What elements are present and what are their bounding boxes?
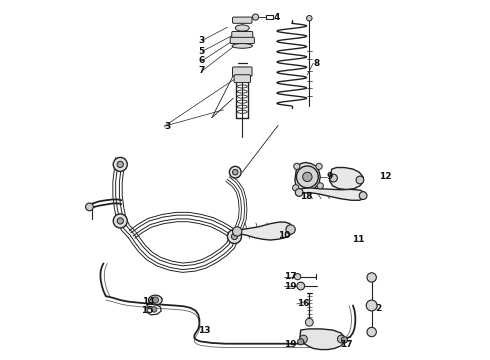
- Polygon shape: [235, 222, 293, 240]
- Text: 14: 14: [142, 297, 154, 306]
- Circle shape: [113, 157, 127, 171]
- Text: 6: 6: [198, 56, 204, 65]
- Circle shape: [367, 327, 376, 337]
- Text: 8: 8: [313, 59, 319, 68]
- Text: 18: 18: [299, 192, 312, 201]
- FancyBboxPatch shape: [230, 37, 254, 44]
- Circle shape: [86, 203, 94, 211]
- Text: 12: 12: [379, 172, 392, 181]
- Circle shape: [307, 15, 312, 21]
- Circle shape: [367, 273, 376, 282]
- Circle shape: [338, 335, 345, 343]
- Text: 15: 15: [141, 306, 153, 315]
- Circle shape: [117, 161, 123, 167]
- Circle shape: [151, 307, 157, 312]
- Text: 5: 5: [198, 47, 204, 56]
- Text: 2: 2: [375, 304, 381, 313]
- Polygon shape: [295, 162, 320, 192]
- Ellipse shape: [232, 44, 252, 48]
- Text: 3: 3: [164, 122, 171, 131]
- Circle shape: [316, 163, 322, 170]
- Circle shape: [356, 176, 364, 184]
- Text: 3: 3: [198, 36, 204, 45]
- Text: 19: 19: [284, 282, 296, 291]
- Circle shape: [117, 218, 123, 224]
- Text: 13: 13: [198, 325, 211, 334]
- Circle shape: [231, 233, 238, 240]
- Circle shape: [252, 14, 259, 20]
- FancyBboxPatch shape: [232, 31, 253, 39]
- Text: 9: 9: [327, 172, 333, 181]
- FancyBboxPatch shape: [234, 75, 250, 82]
- FancyBboxPatch shape: [233, 67, 252, 76]
- Circle shape: [294, 163, 300, 170]
- Circle shape: [227, 230, 242, 243]
- Circle shape: [286, 225, 295, 234]
- Text: 7: 7: [198, 66, 205, 75]
- Polygon shape: [330, 167, 363, 190]
- Circle shape: [293, 185, 299, 191]
- Circle shape: [297, 282, 305, 290]
- Polygon shape: [300, 329, 344, 350]
- Circle shape: [303, 172, 312, 181]
- Text: 11: 11: [352, 235, 365, 244]
- Circle shape: [330, 174, 338, 182]
- Circle shape: [341, 337, 347, 343]
- Text: 19: 19: [284, 340, 296, 349]
- Text: 4: 4: [273, 13, 280, 22]
- Circle shape: [152, 297, 158, 303]
- Ellipse shape: [235, 25, 249, 31]
- Circle shape: [229, 166, 241, 178]
- Circle shape: [299, 335, 307, 343]
- Ellipse shape: [148, 295, 162, 305]
- Circle shape: [113, 214, 127, 228]
- Circle shape: [359, 192, 367, 199]
- Circle shape: [233, 170, 238, 175]
- Circle shape: [366, 300, 377, 311]
- Circle shape: [295, 189, 303, 196]
- Text: 17: 17: [284, 272, 296, 281]
- Circle shape: [294, 274, 301, 280]
- Circle shape: [297, 339, 304, 345]
- FancyBboxPatch shape: [233, 17, 252, 23]
- Circle shape: [233, 227, 242, 236]
- Circle shape: [317, 183, 323, 189]
- Polygon shape: [295, 188, 366, 200]
- Text: 17: 17: [341, 340, 353, 349]
- Circle shape: [305, 318, 313, 326]
- Circle shape: [296, 166, 318, 188]
- Text: 10: 10: [278, 231, 291, 240]
- Text: 16: 16: [297, 300, 309, 309]
